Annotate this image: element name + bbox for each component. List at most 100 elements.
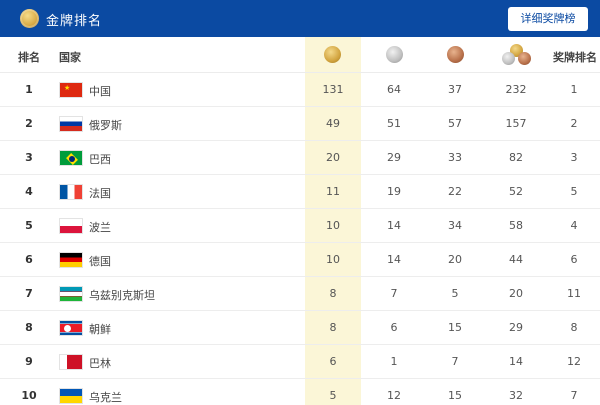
germany-flag — [59, 252, 83, 268]
medal-rank-value: 2 — [570, 117, 578, 130]
rank-value: 6 — [25, 253, 33, 266]
medal-rank-value: 4 — [570, 219, 578, 232]
country-name[interactable]: 朝鲜 — [89, 323, 111, 336]
gold-count: 10 — [326, 253, 340, 266]
poland-flag — [59, 218, 83, 234]
total-count: 32 — [509, 389, 523, 402]
table-row[interactable]: 6 德国 10 14 20 44 6 — [0, 243, 600, 277]
gold-count: 8 — [329, 287, 337, 300]
silver-count: 7 — [390, 287, 398, 300]
table-row[interactable]: 4 法国 11 19 22 52 5 — [0, 175, 600, 209]
rank-value: 8 — [25, 321, 33, 334]
medal-rank-value: 3 — [570, 151, 578, 164]
uzbekistan-flag — [59, 286, 83, 302]
total-count: 232 — [505, 83, 527, 96]
bronze-count: 37 — [448, 83, 462, 96]
table-row[interactable]: 3 巴西 20 29 33 82 3 — [0, 141, 600, 175]
total-count: 157 — [505, 117, 527, 130]
bronze-count: 33 — [448, 151, 462, 164]
rank-value: 5 — [25, 219, 33, 232]
gold-count: 20 — [326, 151, 340, 164]
rank-value: 10 — [21, 389, 37, 402]
medal-rank-value: 1 — [570, 83, 578, 96]
medal-rank-value: 11 — [567, 287, 581, 300]
total-count: 20 — [509, 287, 523, 300]
silver-count: 29 — [387, 151, 401, 164]
country-name[interactable]: 俄罗斯 — [89, 119, 122, 132]
bahrain-flag — [59, 354, 83, 370]
total-count: 44 — [509, 253, 523, 266]
bronze-medal-icon — [447, 46, 464, 63]
silver-count: 64 — [387, 83, 401, 96]
rank-value: 9 — [25, 355, 33, 368]
header-title: 金牌排名 — [46, 14, 103, 29]
silver-count: 14 — [387, 219, 401, 232]
gold-column-highlight — [305, 37, 361, 405]
table-row[interactable]: 7 乌兹别克斯坦 8 7 5 20 11 — [0, 277, 600, 311]
bronze-count: 5 — [451, 287, 459, 300]
silver-count: 51 — [387, 117, 401, 130]
gold-count: 11 — [326, 185, 340, 198]
table-row[interactable]: 2 俄罗斯 49 51 57 157 2 — [0, 107, 600, 141]
total-medals-icon — [502, 44, 532, 66]
total-count: 58 — [509, 219, 523, 232]
north-korea-flag — [59, 320, 83, 336]
country-name[interactable]: 中国 — [89, 85, 111, 98]
gold-count: 49 — [326, 117, 340, 130]
gold-medal-icon — [20, 9, 39, 28]
china-flag: ★ — [59, 82, 83, 98]
bronze-count: 34 — [448, 219, 462, 232]
gold-count: 8 — [329, 321, 337, 334]
bronze-count: 22 — [448, 185, 462, 198]
gold-count: 6 — [329, 355, 337, 368]
rank-value: 3 — [25, 151, 33, 164]
bronze-count: 20 — [448, 253, 462, 266]
silver-count: 6 — [390, 321, 398, 334]
table-row[interactable]: 5 波兰 10 14 34 58 4 — [0, 209, 600, 243]
detailed-medal-table-button[interactable]: 详细奖牌榜 — [508, 7, 588, 31]
table-header: 排名 国家 奖牌排名 — [0, 37, 600, 73]
medal-rank-value: 8 — [570, 321, 578, 334]
table-row[interactable]: 10 乌克兰 5 12 15 32 7 — [0, 379, 600, 405]
total-count: 52 — [509, 185, 523, 198]
bronze-count: 57 — [448, 117, 462, 130]
silver-count: 14 — [387, 253, 401, 266]
gold-count: 5 — [329, 389, 337, 402]
table-row[interactable]: 1 ★ 中国 131 64 37 232 1 — [0, 73, 600, 107]
country-name[interactable]: 巴西 — [89, 153, 111, 166]
gold-count: 10 — [326, 219, 340, 232]
total-count: 14 — [509, 355, 523, 368]
rank-header: 排名 — [18, 51, 40, 64]
country-name[interactable]: 波兰 — [89, 221, 111, 234]
bronze-count: 15 — [448, 321, 462, 334]
country-name[interactable]: 乌克兰 — [89, 391, 122, 404]
country-name[interactable]: 巴林 — [89, 357, 111, 370]
france-flag — [59, 184, 83, 200]
gold-count: 131 — [322, 83, 344, 96]
brazil-flag — [59, 150, 83, 166]
silver-count: 12 — [387, 389, 401, 402]
bronze-count: 15 — [448, 389, 462, 402]
silver-count: 19 — [387, 185, 401, 198]
rank-value: 1 — [25, 83, 33, 96]
bronze-count: 7 — [451, 355, 459, 368]
rank-value: 7 — [25, 287, 33, 300]
rank-value: 4 — [25, 185, 33, 198]
country-name[interactable]: 法国 — [89, 187, 111, 200]
gold-medal-icon — [324, 46, 341, 63]
country-name[interactable]: 德国 — [89, 255, 111, 268]
rank-value: 2 — [25, 117, 33, 130]
table-row[interactable]: 9 巴林 6 1 7 14 12 — [0, 345, 600, 379]
medal-rank-value: 7 — [570, 389, 578, 402]
silver-medal-icon — [386, 46, 403, 63]
page-header: 金牌排名 详细奖牌榜 — [0, 0, 600, 37]
country-name[interactable]: 乌兹别克斯坦 — [89, 289, 155, 302]
medal-rank-value: 6 — [570, 253, 578, 266]
silver-count: 1 — [390, 355, 398, 368]
medal-rank-value: 5 — [570, 185, 578, 198]
table-row[interactable]: 8 朝鲜 8 6 15 29 8 — [0, 311, 600, 345]
ukraine-flag — [59, 388, 83, 404]
country-header: 国家 — [59, 51, 81, 64]
medal-rank-header: 奖牌排名 — [553, 51, 597, 64]
medal-rank-value: 12 — [567, 355, 581, 368]
